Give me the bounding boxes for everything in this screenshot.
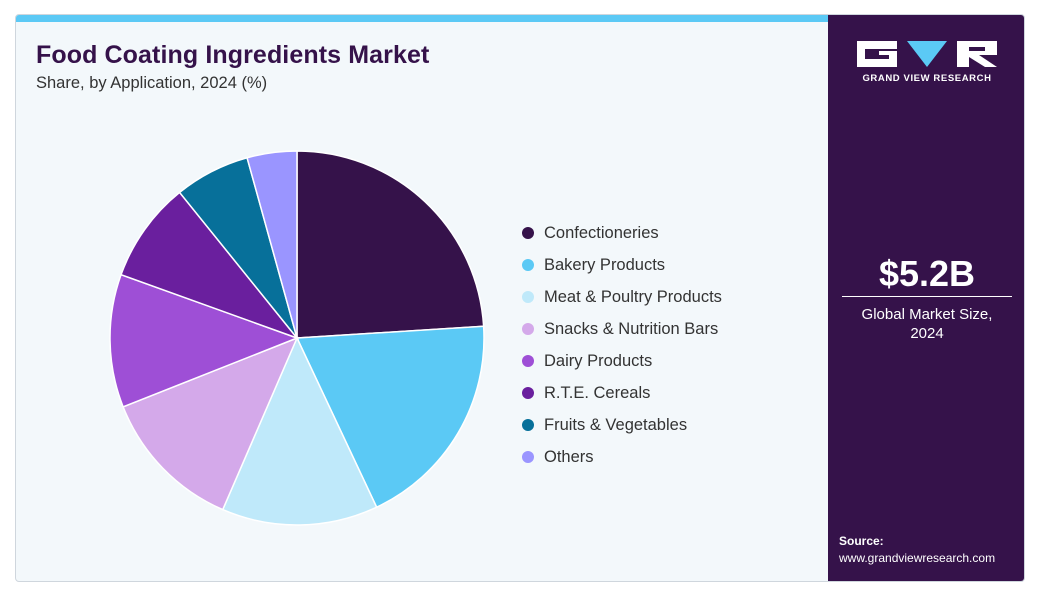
legend: Confectioneries Bakery Products Meat & Pou… bbox=[522, 217, 722, 473]
brand-logo: GRAND VIEW RESEARCH bbox=[857, 39, 997, 84]
chart-title: Food Coating Ingredients Market bbox=[36, 41, 430, 69]
legend-label: Dairy Products bbox=[544, 351, 653, 370]
legend-swatch-icon bbox=[522, 227, 534, 239]
pie-slice-r-t-e-cereals[interactable] bbox=[120, 191, 300, 340]
pie-slice-meat-poultry-products[interactable] bbox=[221, 336, 378, 526]
market-size-divider bbox=[842, 296, 1012, 297]
legend-item[interactable]: Bakery Products bbox=[522, 249, 722, 281]
pie-slice-others[interactable] bbox=[246, 150, 298, 339]
legend-label: Fruits & Vegetables bbox=[544, 415, 688, 434]
legend-swatch-icon bbox=[522, 259, 534, 271]
market-size-label: Global Market Size, 2024 bbox=[828, 305, 1024, 343]
pie-slice-bakery-products[interactable] bbox=[295, 325, 485, 509]
source-label: Source: bbox=[839, 534, 884, 548]
legend-swatch-icon bbox=[522, 387, 534, 399]
legend-swatch-icon bbox=[522, 419, 534, 431]
legend-item[interactable]: Meat & Poultry Products bbox=[522, 281, 722, 313]
legend-swatch-icon bbox=[522, 355, 534, 367]
side-panel: GRAND VIEW RESEARCH $5.2B Global Market … bbox=[828, 15, 1024, 581]
gvr-logo-icon bbox=[857, 41, 997, 67]
legend-item[interactable]: Dairy Products bbox=[522, 345, 722, 377]
legend-label: Snacks & Nutrition Bars bbox=[544, 319, 719, 338]
legend-label: Meat & Poultry Products bbox=[544, 287, 722, 306]
legend-label: R.T.E. Cereals bbox=[544, 383, 651, 402]
market-size-label-line2: 2024 bbox=[910, 325, 944, 342]
market-size-label-line1: Global Market Size, bbox=[861, 306, 993, 323]
brand-name: GRAND VIEW RESEARCH bbox=[862, 73, 992, 84]
legend-label: Confectioneries bbox=[544, 223, 659, 242]
legend-item[interactable]: Confectioneries bbox=[522, 217, 722, 249]
pie-slice-confectioneries[interactable] bbox=[296, 150, 485, 339]
legend-swatch-icon bbox=[522, 323, 534, 335]
chart-card: Food Coating Ingredients Market Share, b… bbox=[15, 14, 1025, 582]
legend-item[interactable]: R.T.E. Cereals bbox=[522, 377, 722, 409]
market-size-value: $5.2B bbox=[878, 253, 976, 294]
legend-swatch-icon bbox=[522, 291, 534, 303]
legend-item[interactable]: Fruits & Vegetables bbox=[522, 409, 722, 441]
accent-bar bbox=[16, 15, 828, 22]
pie-slice-dairy-products[interactable] bbox=[109, 273, 300, 408]
source-link[interactable]: www.grandviewresearch.com bbox=[839, 551, 996, 565]
legend-swatch-icon bbox=[522, 451, 534, 463]
legend-item[interactable]: Others bbox=[522, 441, 722, 473]
legend-label: Bakery Products bbox=[544, 255, 666, 274]
pie-chart bbox=[109, 150, 485, 526]
pie-slice-snacks-nutrition-bars[interactable] bbox=[122, 336, 299, 511]
legend-label: Others bbox=[544, 447, 594, 466]
legend-item[interactable]: Snacks & Nutrition Bars bbox=[522, 313, 722, 345]
chart-subtitle: Share, by Application, 2024 (%) bbox=[36, 74, 268, 92]
